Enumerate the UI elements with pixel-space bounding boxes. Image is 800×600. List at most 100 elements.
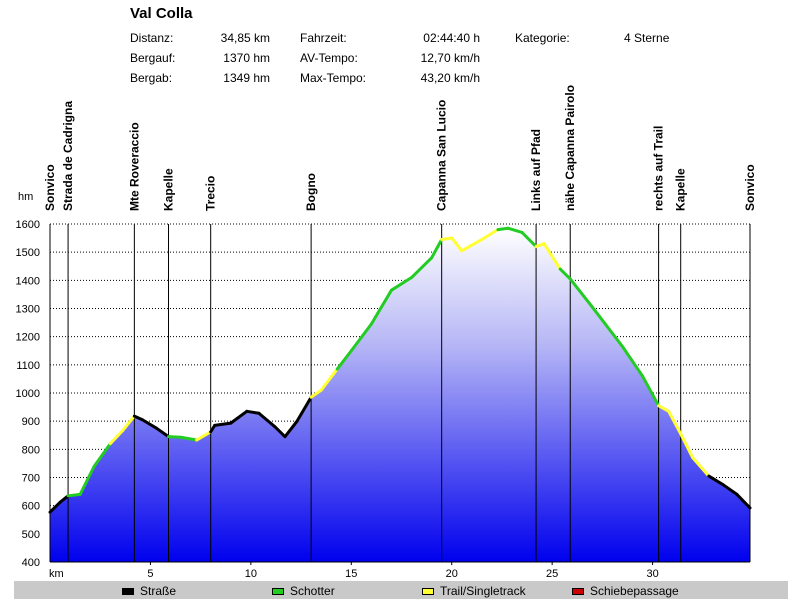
waypoint-label: Bogno [304, 173, 318, 211]
legend-label-trail: Trail/Singletrack [440, 584, 526, 598]
stat-label-ride-time: Fahrzeit: [300, 31, 347, 45]
y-tick-label: 1500 [16, 247, 40, 259]
stat-value-max-speed: 43,20 km/h [420, 71, 480, 85]
profile-segment [506, 226, 524, 234]
profile-segment [335, 349, 353, 371]
page-title: Val Colla [130, 5, 193, 22]
stat-value-ride-time: 02:44:40 h [423, 31, 480, 45]
profile-segment [369, 288, 393, 326]
profile-segment [590, 305, 624, 349]
profile-segment [213, 421, 233, 427]
waypoint-label: Mte Roveraccio [127, 122, 141, 211]
profile-segment [568, 277, 594, 309]
waypoint-label: Trecio [204, 176, 218, 211]
profile-segment [167, 435, 183, 439]
profile-segment [66, 492, 82, 498]
stat-label-category: Kategorie: [515, 31, 570, 45]
legend-item-trail: Trail/Singletrack [422, 584, 526, 598]
stat-value-category: 4 Sterne [624, 31, 670, 45]
waypoint-label: Sonvico [43, 164, 57, 211]
y-tick-label: 400 [22, 557, 40, 569]
y-tick-label: 900 [22, 416, 40, 428]
legend-label-push: Schiebepassage [590, 584, 679, 598]
profile-segment [120, 414, 136, 433]
profile-segment [48, 500, 62, 514]
profile-segment [229, 409, 249, 425]
profile-segment [154, 426, 171, 439]
waypoint-label: Capanna San Lucio [435, 100, 449, 211]
y-tick-label: 1000 [16, 388, 40, 400]
profile-segment [667, 409, 683, 436]
profile-segment [309, 388, 323, 399]
y-tick-label: 500 [22, 529, 40, 541]
stat-label-ascent: Bergauf: [130, 51, 176, 65]
stat-value-descent: 1349 hm [223, 71, 270, 85]
profile-segment [283, 419, 299, 439]
profile-segment [450, 236, 464, 253]
profile-segment [389, 276, 414, 292]
legend-swatch-gravel [272, 588, 284, 596]
x-axis-label: km [49, 568, 64, 580]
stat-value-distance: 34,85 km [220, 31, 270, 45]
profile-segment [657, 404, 671, 413]
profile-segment [558, 267, 572, 281]
profile-segment [410, 256, 434, 280]
profile-segment [496, 226, 510, 232]
profile-segment [707, 474, 725, 487]
profile-segment [140, 418, 158, 430]
profile-segment [430, 237, 444, 260]
y-tick-label: 800 [22, 444, 40, 456]
waypoint-label: Strada de Cadrigna [61, 101, 75, 211]
profile-segment [257, 411, 277, 429]
legend-item-push: Schiebepassage [572, 584, 679, 598]
profile-segment [679, 432, 695, 460]
profile-segment [349, 322, 373, 353]
y-tick-label: 1300 [16, 304, 40, 316]
legend-swatch-road [122, 588, 134, 596]
x-tick-label: 20 [446, 568, 458, 580]
profile-segment [542, 242, 562, 271]
stat-label-descent: Bergab: [130, 71, 173, 85]
profile-segment [108, 429, 124, 446]
elevation-chart: 400 500 600 700 800 900 1000 1100 1200 1300 1400 15… [16, 85, 757, 580]
legend-item-gravel: Schotter [272, 584, 335, 598]
waypoint-label: nähe Capanna Pairolo [563, 85, 577, 211]
profile-segment [691, 456, 711, 478]
profile-segment [245, 409, 261, 415]
waypoint-label: Kapelle [162, 168, 176, 211]
elevation-area [50, 228, 750, 562]
waypoint-label: rechts auf Trail [652, 126, 666, 211]
x-tick-label: 30 [646, 568, 658, 580]
stat-label-max-speed: Max-Tempo: [300, 71, 367, 85]
y-tick-label: 1100 [16, 360, 40, 372]
y-axis-label: hm [18, 191, 33, 203]
stat-label-avg-speed: AV-Tempo: [300, 51, 358, 65]
profile-segment [480, 228, 500, 241]
profile-segment [319, 367, 339, 392]
y-tick-label: 1400 [16, 275, 40, 287]
y-tick-label: 600 [22, 501, 40, 513]
stat-label-distance: Distanz: [130, 31, 174, 45]
stat-value-avg-speed: 12,70 km/h [420, 51, 480, 65]
waypoint-label: Kapelle [674, 168, 688, 211]
legend-label-gravel: Schotter [290, 584, 335, 598]
waypoint-label: Links auf Pfad [529, 129, 543, 211]
x-tick-label: 10 [245, 568, 257, 580]
waypoint-label: Sonvico [743, 164, 757, 211]
profile-segment [735, 492, 752, 510]
profile-segment [195, 430, 213, 442]
profile-segment [520, 230, 538, 249]
legend: Straße Schotter Trail/Singletrack Schieb… [14, 581, 788, 599]
profile-segment [721, 483, 739, 496]
y-tick-label: 700 [22, 473, 40, 485]
stat-value-ascent: 1370 hm [223, 51, 270, 65]
profile-segment [273, 425, 287, 439]
profile-segment [78, 464, 96, 496]
y-tick-label: 1200 [16, 332, 40, 344]
x-tick-label: 15 [345, 568, 357, 580]
profile-segment [641, 374, 661, 408]
legend-label-road: Straße [140, 584, 177, 598]
profile-segment [440, 236, 454, 241]
profile-segment [460, 237, 484, 253]
profile-segment [58, 494, 70, 504]
